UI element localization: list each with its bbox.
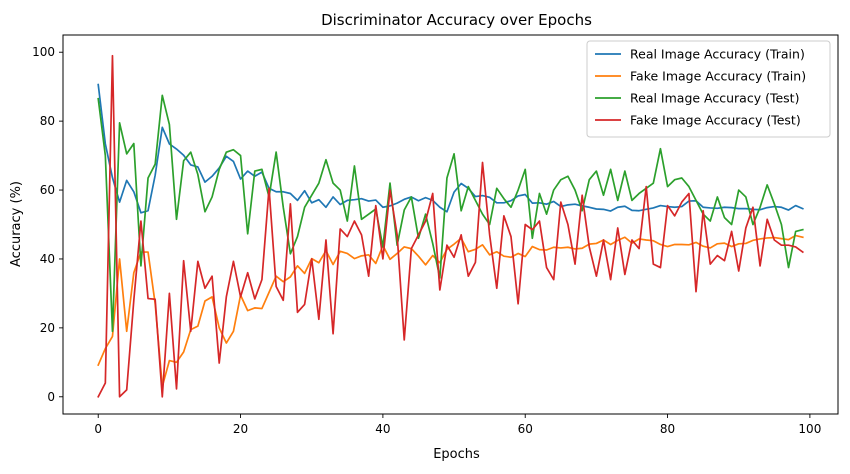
series-layer — [97, 54, 804, 398]
x-tick-label: 20 — [233, 422, 248, 436]
legend: Real Image Accuracy (Train) Fake Image Ac… — [586, 40, 831, 138]
x-axis-label: Epochs — [433, 447, 480, 462]
legend-label-4: Fake Image Accuracy (Test) — [630, 113, 801, 128]
y-axis: 0 20 40 60 80 100 — [32, 45, 63, 404]
y-axis-label: Accuracy (%) — [9, 181, 24, 267]
y-tick-label: 40 — [40, 252, 55, 266]
y-tick-label: 20 — [40, 321, 55, 335]
x-tick-label: 80 — [660, 422, 675, 436]
y-tick-label: 100 — [32, 45, 55, 59]
series-line-3 — [97, 94, 804, 333]
series-line-4 — [97, 54, 804, 398]
legend-label-1: Real Image Accuracy (Train) — [630, 47, 805, 62]
x-tick-label: 100 — [798, 422, 821, 436]
x-tick-label: 60 — [518, 422, 533, 436]
x-axis: 0 20 40 60 80 100 — [94, 414, 821, 436]
x-tick-label: 0 — [94, 422, 102, 436]
y-tick-label: 0 — [47, 390, 55, 404]
legend-label-3: Real Image Accuracy (Test) — [630, 91, 799, 106]
series-line-1 — [97, 83, 804, 214]
chart-title: Discriminator Accuracy over Epochs — [321, 11, 592, 29]
x-tick-label: 40 — [375, 422, 390, 436]
legend-label-2: Fake Image Accuracy (Train) — [630, 69, 806, 84]
legend-box — [586, 40, 831, 138]
y-tick-label: 60 — [40, 183, 55, 197]
plot-frame — [62, 34, 839, 415]
y-tick-label: 80 — [40, 114, 55, 128]
